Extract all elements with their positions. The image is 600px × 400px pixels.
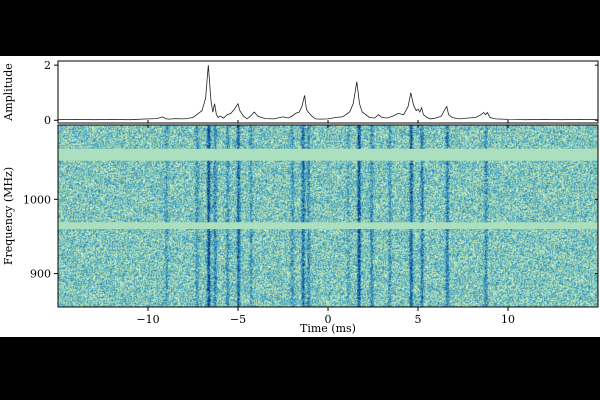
- amplitude-y-tick-label: 0: [44, 114, 51, 127]
- spectrogram-x-tick-label: −5: [230, 313, 246, 326]
- spectrogram-y-tick-label: 1000: [23, 193, 51, 206]
- spectrogram-y-label: Frequency (MHz): [2, 167, 15, 265]
- spectrogram-x-ticks: −10 −5 0 5 10: [136, 125, 515, 326]
- spectrogram-x-label: Time (ms): [300, 322, 356, 335]
- amplitude-y-ticks: 02: [44, 59, 598, 127]
- amplitude-panel: 02 Amplitude: [2, 59, 599, 127]
- masked-band: [58, 148, 598, 161]
- spectrogram-x-tick-label: 10: [501, 313, 515, 326]
- spectrogram-x-tick-label: 5: [415, 313, 422, 326]
- spectrogram-x-tick-label: −10: [136, 313, 159, 326]
- spectrogram-y-tick-label: 900: [30, 268, 51, 281]
- amplitude-y-tick-label: 2: [44, 59, 51, 72]
- spectrogram-x-tick-label: 0: [325, 313, 332, 326]
- amplitude-series-line: [57, 65, 599, 121]
- spectrogram-panel: −10 −5 0 5 10 900 1000 Time (ms) Frequency (M…: [2, 124, 599, 335]
- masked-frequency-bands: [58, 148, 598, 229]
- masked-band: [58, 222, 598, 229]
- amplitude-plot-area: [58, 61, 598, 123]
- amplitude-y-label: Amplitude: [2, 63, 15, 122]
- spectrogram-y-ticks: 900 1000: [23, 193, 598, 281]
